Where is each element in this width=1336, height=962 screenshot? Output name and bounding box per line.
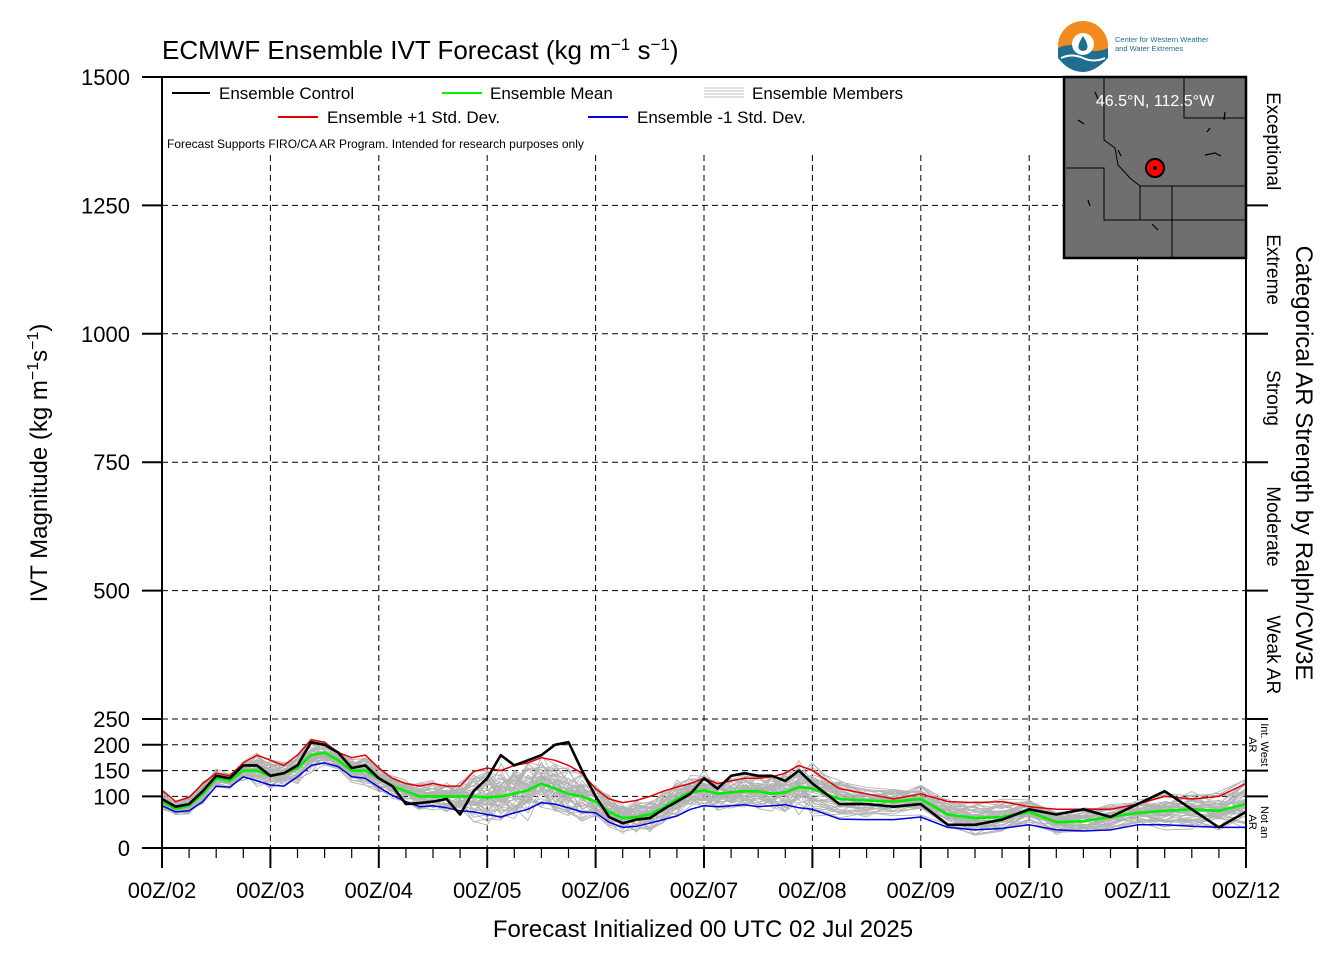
y-tick-label: 500 xyxy=(93,579,130,604)
category-label: Int. WestAR xyxy=(1246,723,1270,766)
y-tick-label: 100 xyxy=(93,784,130,809)
x-tick-label: 00Z/10 xyxy=(995,878,1064,903)
x-tick-label: 00Z/08 xyxy=(778,878,847,903)
inset-coordinates: 46.5°N, 112.5°W xyxy=(1096,93,1215,110)
location-inset-map: 46.5°N, 112.5°W xyxy=(1062,75,1248,260)
category-label: Extreme xyxy=(1262,234,1283,305)
ensemble-member-line xyxy=(161,749,1247,821)
series-line-ensemble-1-std-dev- xyxy=(161,738,1247,811)
category-label: Not anAR xyxy=(1246,806,1270,838)
water-bodies xyxy=(1077,91,1226,231)
legend: Ensemble Control Ensemble Mean Ensemble Me… xyxy=(167,84,903,151)
y-tick-label: 150 xyxy=(93,759,130,784)
series-line-ensemble-1-std-dev- xyxy=(161,762,1246,832)
chart-title: ECMWF Ensemble IVT Forecast (kg m−1 s−1) xyxy=(162,35,679,65)
state-borders xyxy=(1066,77,1246,258)
x-tick-label: 00Z/11 xyxy=(1104,878,1171,903)
logo-drop-icon xyxy=(1078,36,1088,51)
y-tick-label: 250 xyxy=(93,707,130,732)
x-tick-label: 00Z/03 xyxy=(236,878,305,903)
x-tick-label: 00Z/06 xyxy=(561,878,630,903)
legend-note: Forecast Supports FIRO/CA AR Program. In… xyxy=(167,137,584,151)
ensemble-member-line xyxy=(161,759,1247,831)
series-line-ensemble-control xyxy=(161,740,1247,829)
ensemble-member-line xyxy=(161,754,1247,835)
category-label: Exceptional xyxy=(1262,92,1283,190)
right-axis-label: Categorical AR Strength by Ralph/CW3E xyxy=(1290,246,1317,681)
y-tick-label: 750 xyxy=(93,450,130,475)
location-marker-center xyxy=(1153,166,1157,170)
y-tick-label: 1000 xyxy=(81,322,130,347)
x-axis-label: Forecast Initialized 00 UTC 02 Jul 2025 xyxy=(493,916,913,943)
legend-entry-label: Ensemble Mean xyxy=(490,84,613,103)
category-label: Weak AR xyxy=(1262,615,1283,694)
x-tick-label: 00Z/05 xyxy=(453,878,522,903)
series-line-ensemble-mean xyxy=(161,751,1247,824)
category-label: Strong xyxy=(1262,370,1283,426)
y-tick-label: 0 xyxy=(118,836,130,861)
svg-text:and Water Extremes: and Water Extremes xyxy=(1115,44,1183,53)
x-tick-label: 00Z/09 xyxy=(887,878,956,903)
ar-category-scale: Not anAR Int. WestAR Weak AR Moderate Strong… xyxy=(1246,92,1283,838)
x-tick-label: 00Z/12 xyxy=(1212,878,1281,903)
legend-entry-label: Ensemble -1 Std. Dev. xyxy=(637,108,806,127)
y-tick-label: 1250 xyxy=(81,193,130,218)
y-axis-label: IVT Magnitude (kg m−1s−1) xyxy=(25,324,53,603)
legend-entry-label: Ensemble +1 Std. Dev. xyxy=(327,108,500,127)
legend-entry-label: Ensemble Control xyxy=(219,84,354,103)
series-lines xyxy=(161,738,1247,832)
x-tick-label: 00Z/04 xyxy=(345,878,414,903)
legend-entry-label: Ensemble Members xyxy=(752,84,903,103)
y-tick-label: 200 xyxy=(93,733,130,758)
svg-text:Center for Western Weather: Center for Western Weather xyxy=(1115,35,1209,44)
cw3e-logo: Center for Western Weather and Water Ext… xyxy=(1058,21,1209,72)
category-label: Moderate xyxy=(1262,486,1283,566)
x-tick-label: 00Z/07 xyxy=(670,878,739,903)
y-tick-label: 1500 xyxy=(81,65,130,90)
x-tick-label: 00Z/02 xyxy=(128,878,197,903)
